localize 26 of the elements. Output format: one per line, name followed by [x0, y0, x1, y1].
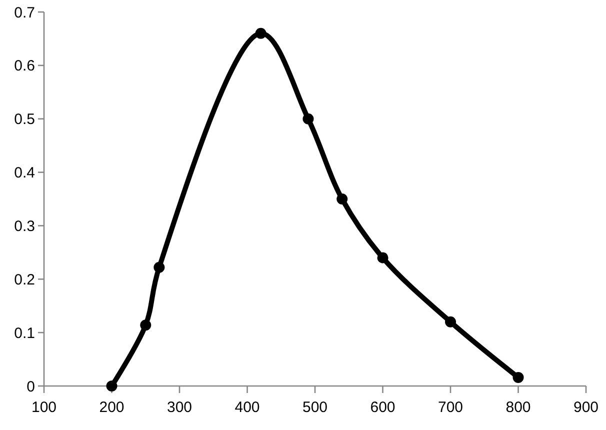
x-tick-label: 200	[99, 399, 124, 416]
x-tick-label: 100	[31, 399, 57, 416]
point	[255, 28, 266, 39]
point	[154, 262, 165, 273]
point	[512, 372, 524, 383]
point	[106, 380, 118, 392]
y-tick-label: 0.3	[14, 218, 35, 235]
x-tick-label: 500	[302, 399, 328, 416]
y-tick-label: 0.1	[14, 324, 35, 342]
point	[336, 194, 348, 204]
point	[140, 320, 152, 331]
point	[445, 316, 456, 328]
y-tick-label: 0	[26, 378, 35, 396]
point	[302, 113, 314, 124]
y-tick-label: 0.6	[14, 58, 35, 75]
x-tick-label: 300	[166, 399, 192, 416]
x-tick-label: 700	[438, 399, 464, 416]
y-tick-label: 0.2	[14, 271, 35, 288]
x-tick-label: 400	[234, 399, 260, 416]
y-tick-label: 0.7	[14, 4, 35, 22]
point	[377, 252, 388, 264]
x-tick-label: 600	[370, 399, 396, 416]
x-tick-label: 900	[573, 399, 599, 416]
y-tick-label: 0.4	[14, 164, 35, 182]
y-tick-label: 0.5	[14, 111, 35, 128]
x-tick-label: 800	[506, 399, 531, 416]
